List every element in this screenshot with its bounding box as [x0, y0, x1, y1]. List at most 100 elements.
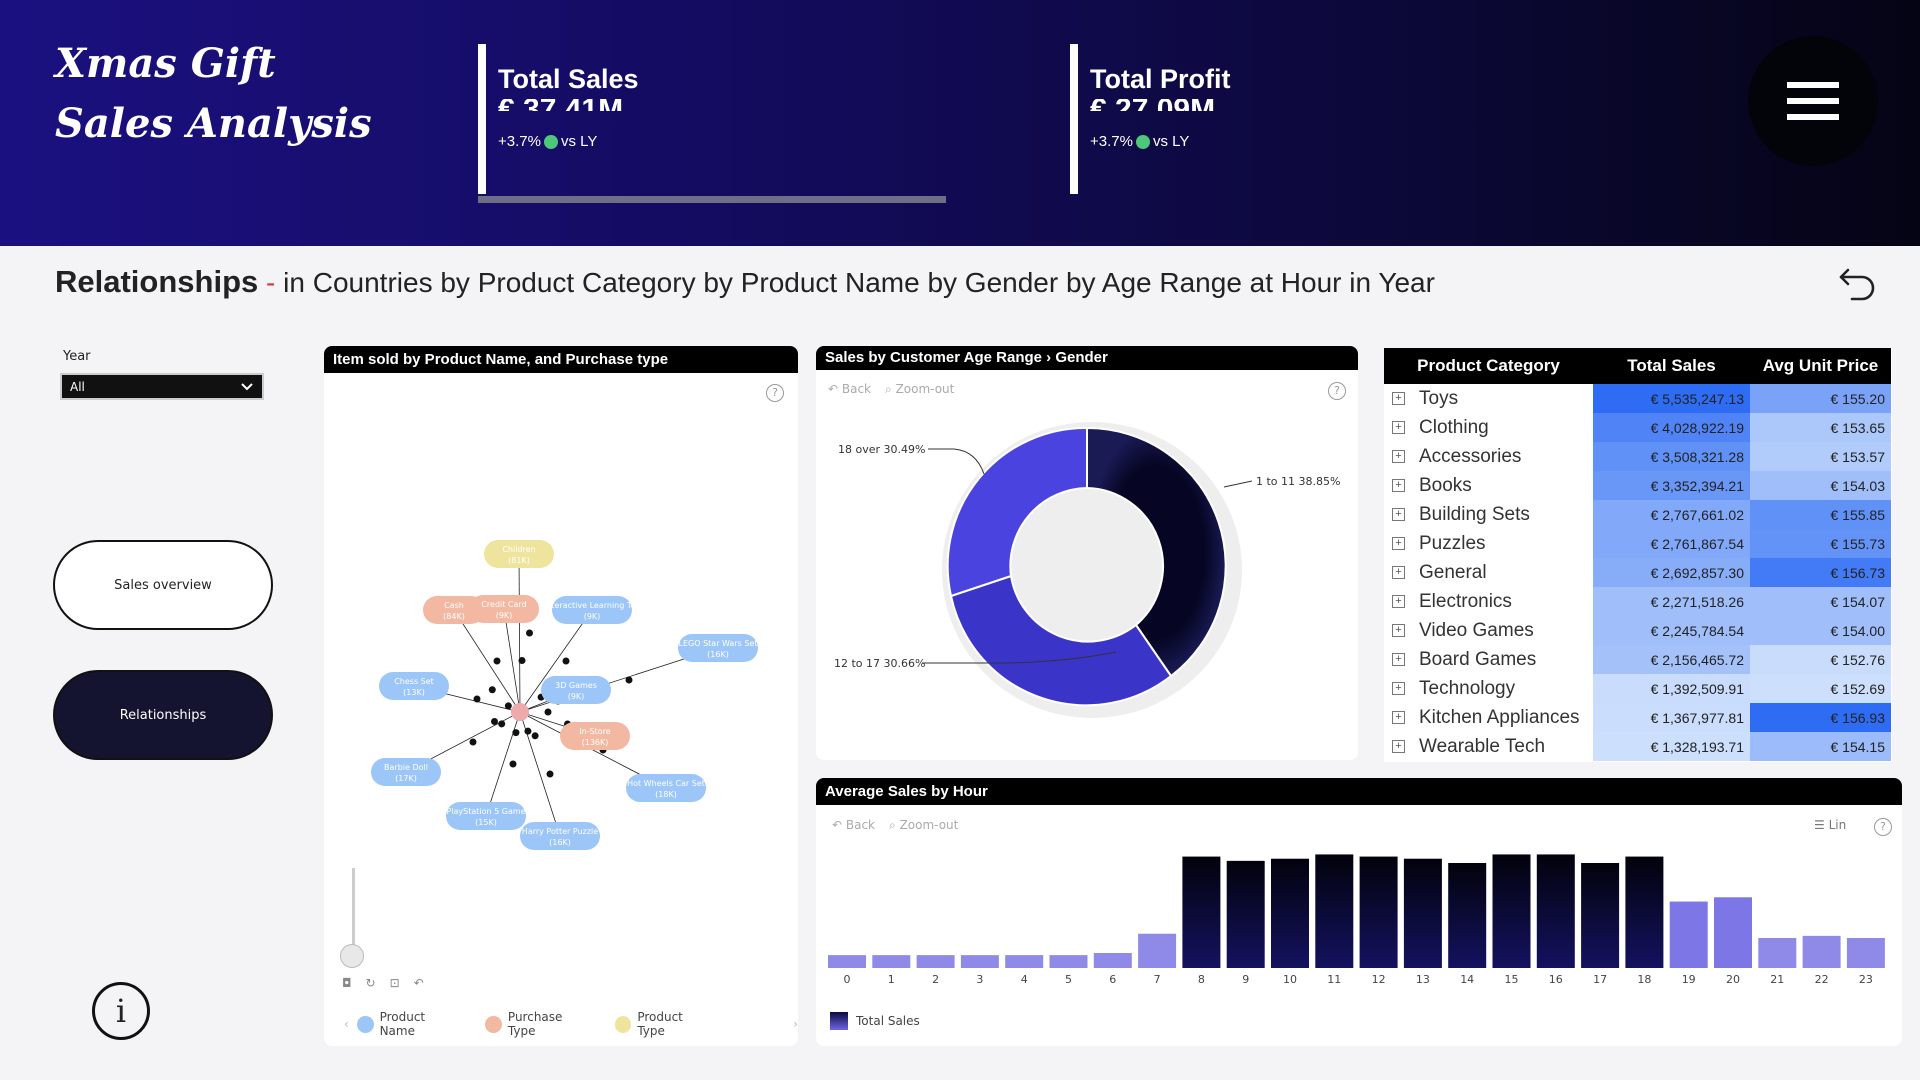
hamburger-icon[interactable] — [1748, 36, 1878, 166]
expand-icon[interactable]: + — [1392, 391, 1405, 405]
donut-back-button[interactable]: ↶ Back — [828, 382, 872, 396]
bar[interactable] — [1359, 856, 1398, 968]
expand-icon[interactable]: + — [1392, 739, 1405, 753]
bar[interactable] — [1138, 933, 1177, 968]
bar[interactable] — [1271, 858, 1309, 968]
bar[interactable] — [1403, 858, 1442, 968]
table-row[interactable]: + Accessories € 3,508,321.28 € 153.57 — [1384, 442, 1891, 471]
bar[interactable] — [872, 955, 911, 968]
table-row[interactable]: + Technology € 1,392,509.91 € 152.69 — [1384, 674, 1891, 703]
zoom-slider-track[interactable] — [352, 868, 355, 948]
expand-icon[interactable]: + — [1392, 710, 1405, 724]
table-row[interactable]: + Toys € 5,535,247.13 € 155.20 — [1384, 384, 1891, 413]
network-node[interactable]: LEGO Star Wars Set (16K) — [678, 634, 758, 662]
unlock-icon[interactable]: ⊡ — [389, 976, 400, 990]
bar[interactable] — [1005, 955, 1044, 968]
category-label: Board Games — [1419, 648, 1537, 670]
bar[interactable] — [960, 955, 999, 968]
bar[interactable] — [1492, 854, 1531, 968]
legend-next-icon[interactable]: › — [793, 1017, 798, 1031]
table-row[interactable]: + Wearable Tech € 1,328,193.71 € 154.15 — [1384, 732, 1891, 761]
network-node[interactable]: Children (81K) — [484, 540, 554, 568]
bar[interactable] — [1625, 856, 1664, 968]
nav-relationships-button[interactable]: Relationships — [53, 670, 273, 760]
column-header-avg-price[interactable]: Avg Unit Price — [1750, 348, 1891, 384]
table-row[interactable]: + Kitchen Appliances € 1,367,977.81 € 156.9… — [1384, 703, 1891, 732]
expand-icon[interactable]: + — [1392, 681, 1405, 695]
bar[interactable] — [1315, 854, 1354, 968]
table-row[interactable]: + Puzzles € 2,761,867.54 € 155.73 — [1384, 529, 1891, 558]
donut-chart[interactable]: 18 over 30.49% 1 to 11 38.85% 12 to 17 3… — [816, 370, 1358, 760]
table-row[interactable]: + Electronics € 2,271,518.26 € 154.07 — [1384, 587, 1891, 616]
network-node[interactable]: Barbie Doll (17K) — [371, 758, 441, 786]
expand-icon[interactable]: + — [1392, 594, 1405, 608]
network-node[interactable]: Hot Wheels Car Set (18K) — [626, 774, 706, 802]
expand-icon[interactable]: + — [1392, 420, 1405, 434]
table-cell-category: + Wearable Tech — [1384, 732, 1593, 761]
hourly-zoom-out-button[interactable]: ⌕ Zoom-out — [889, 818, 959, 832]
table-row[interactable]: + General € 2,692,857.30 € 156.73 — [1384, 558, 1891, 587]
category-label: Building Sets — [1419, 503, 1530, 525]
network-node[interactable]: PlayStation 5 Game (15K) — [446, 802, 526, 830]
bar[interactable] — [1669, 901, 1708, 968]
table-row[interactable]: + Clothing € 4,028,922.19 € 153.65 — [1384, 413, 1891, 442]
network-node[interactable]: In-Store (136K) — [560, 722, 630, 750]
hourly-scale-toggle[interactable]: ☰ Lin — [1814, 818, 1846, 832]
column-header-total-sales[interactable]: Total Sales — [1593, 348, 1750, 384]
bar[interactable] — [916, 955, 955, 968]
help-icon[interactable]: ? — [1874, 818, 1892, 836]
network-node[interactable]: Chess Set (13K) — [379, 672, 449, 700]
network-node[interactable]: Cash (84K) — [423, 596, 485, 624]
undo-arrow-icon[interactable] — [1836, 262, 1880, 306]
help-icon[interactable]: ? — [1328, 382, 1346, 400]
table-row[interactable]: + Board Games € 2,156,465.72 € 152.76 — [1384, 645, 1891, 674]
donut-slice-1to11 — [1086, 426, 1227, 678]
expand-icon[interactable]: + — [1392, 565, 1405, 579]
network-node[interactable]: Harry Potter Puzzle (16K) — [520, 822, 600, 850]
expand-icon[interactable]: + — [1392, 536, 1405, 550]
network-node[interactable]: Interactive Learning Toy (9K) — [544, 596, 640, 624]
bar[interactable] — [1182, 856, 1221, 968]
network-node[interactable]: Credit Card (9K) — [469, 595, 539, 623]
expand-icon[interactable]: + — [1392, 652, 1405, 666]
refresh-icon[interactable]: ↻ — [365, 976, 376, 990]
bar[interactable] — [1802, 935, 1841, 968]
expand-icon[interactable]: + — [1392, 507, 1405, 521]
network-edge — [518, 553, 521, 713]
nav-sales-overview-button[interactable]: Sales overview — [53, 540, 273, 630]
kpi-total-profit-title: Total Profit — [1090, 64, 1231, 94]
bar[interactable] — [1536, 854, 1575, 968]
expand-icon[interactable]: + — [1392, 449, 1405, 463]
zoom-slider-handle[interactable] — [340, 944, 364, 968]
table-row[interactable]: + Books € 3,352,394.21 € 154.03 — [1384, 471, 1891, 500]
bar[interactable] — [1758, 938, 1797, 968]
x-tick-label: 2 — [932, 973, 939, 986]
info-icon[interactable]: i — [92, 982, 150, 1040]
table-row[interactable]: + Video Games € 2,245,784.54 € 154.00 — [1384, 616, 1891, 645]
bar[interactable] — [828, 955, 866, 968]
hourly-back-button[interactable]: ↶ Back — [832, 818, 876, 832]
donut-zoom-out-button[interactable]: ⌕ Zoom-out — [885, 382, 955, 396]
network-node[interactable]: 3D Games (9K) — [541, 676, 611, 704]
bar[interactable] — [1581, 863, 1620, 968]
legend-prev-icon[interactable]: ‹ — [344, 1017, 349, 1031]
undo-icon[interactable]: ↶ — [413, 976, 424, 990]
kpi-total-profit-vs: vs LY — [1152, 133, 1190, 150]
camera-icon[interactable]: ◘ — [342, 976, 352, 990]
bar[interactable] — [1093, 953, 1132, 968]
bar[interactable] — [1846, 938, 1885, 968]
bar[interactable] — [1226, 860, 1265, 968]
year-slicer[interactable]: All — [60, 373, 264, 400]
expand-icon[interactable]: + — [1392, 623, 1405, 637]
kpi-total-profit-delta-value: +3.7% — [1090, 133, 1133, 150]
column-header-category[interactable]: Product Category — [1384, 348, 1593, 384]
table-row[interactable]: + Building Sets € 2,767,661.02 € 155.85 — [1384, 500, 1891, 529]
bar[interactable] — [1049, 955, 1088, 968]
network-graph[interactable]: Children(81K) Cash(84K)Credit Card(9K)Int… — [324, 496, 798, 1046]
bar[interactable] — [1714, 897, 1752, 968]
network-edge-dot — [504, 702, 512, 710]
expand-icon[interactable]: + — [1392, 478, 1405, 492]
bar[interactable] — [1448, 863, 1487, 968]
hourly-bar-chart[interactable]: 0 1 2 3 4 5 6 7 8 9 10 11 12 13 14 15 16 17 18 19 20 21 22 23 — [816, 808, 1902, 1008]
help-icon[interactable]: ? — [766, 384, 784, 402]
